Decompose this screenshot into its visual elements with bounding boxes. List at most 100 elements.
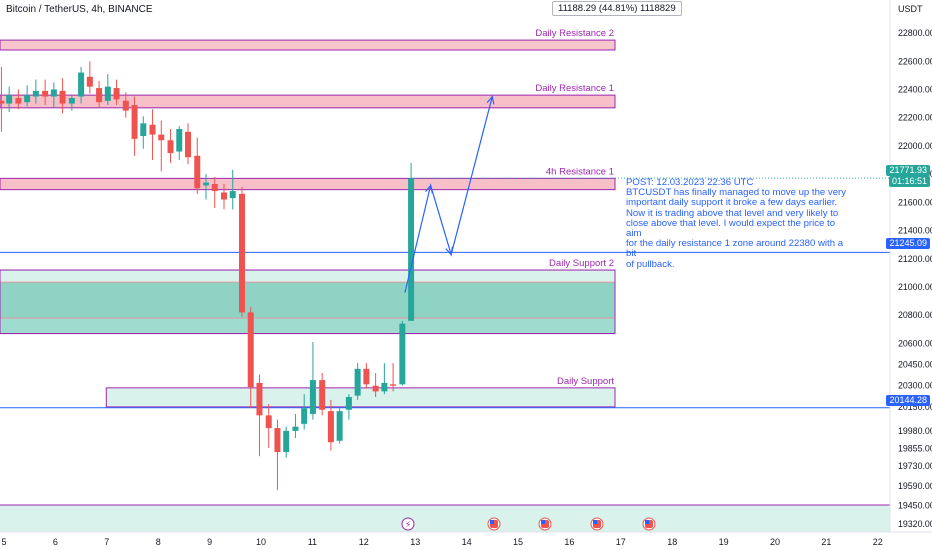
note-line: of pullback. xyxy=(626,258,675,270)
note-line: POST: 12.03.2023 22:36 UTC xyxy=(626,177,754,188)
candle-body xyxy=(50,89,57,97)
candle-body xyxy=(131,105,138,139)
candle-body xyxy=(247,312,254,388)
candle-body xyxy=(309,380,316,414)
x-tick-label: 7 xyxy=(104,537,109,547)
candle-body xyxy=(78,72,85,97)
candle-body xyxy=(274,428,281,453)
y-tick-label: 19590.00 xyxy=(898,481,932,491)
upper-line-price-tag: 21245.09 xyxy=(886,238,930,249)
candle-body xyxy=(140,123,147,137)
current-price-tag: 21771.93 xyxy=(886,165,930,176)
y-tick-label: 19320.00 xyxy=(898,519,932,529)
flag-canton xyxy=(645,520,649,524)
x-tick-label: 8 xyxy=(156,537,161,547)
x-tick-label: 13 xyxy=(410,537,420,547)
x-tick-label: 6 xyxy=(53,537,58,547)
x-tick-label: 11 xyxy=(308,537,317,547)
y-tick-label: 20150.00 xyxy=(898,402,932,412)
candle-body xyxy=(345,397,352,410)
y-tick-label: 22200.00 xyxy=(898,113,932,123)
candle-body xyxy=(203,182,210,186)
zone-label: Daily Resistance 1 xyxy=(535,83,614,94)
candle-body xyxy=(42,90,49,97)
zone-label: Daily Support xyxy=(557,376,614,387)
candle-body xyxy=(265,415,272,429)
measure-readout: 11188.29 (44.81%) 1118829 xyxy=(552,1,682,16)
zone-rect xyxy=(105,387,616,408)
flag-canton xyxy=(593,520,597,524)
candle-body xyxy=(113,88,120,100)
x-tick-label: 20 xyxy=(770,537,780,547)
note-line: Now it is trading above that level and v… xyxy=(626,207,839,219)
candle-body xyxy=(68,97,75,104)
zone-rect-inner xyxy=(0,281,616,319)
candle-body xyxy=(283,430,290,453)
x-tick-label: 22 xyxy=(873,537,883,547)
x-tick-label: 12 xyxy=(359,537,369,547)
candle-body xyxy=(194,155,201,189)
flag-canton xyxy=(541,520,545,524)
candle-body xyxy=(372,385,379,392)
note-line: close above that level. I would expect t… xyxy=(626,217,838,240)
candle-body xyxy=(220,192,227,200)
y-tick-label: 20600.00 xyxy=(898,338,932,348)
candle-body xyxy=(86,76,93,87)
candle-body xyxy=(32,90,39,97)
zone-rect xyxy=(0,94,616,109)
candle-body xyxy=(354,368,361,396)
x-tick-label: 17 xyxy=(616,537,626,547)
y-tick-label: 21400.00 xyxy=(898,226,932,236)
candle-body xyxy=(158,134,165,141)
candle-body xyxy=(24,95,31,103)
y-tick-label: 21000.00 xyxy=(898,282,932,292)
candle-body xyxy=(96,88,103,103)
candle-body xyxy=(399,323,406,385)
x-tick-label: 5 xyxy=(1,537,6,547)
candle-body xyxy=(301,408,308,424)
y-tick-label: 22000.00 xyxy=(898,141,932,151)
zone-rect-outline xyxy=(0,269,616,335)
zone-label: Daily Support 2 xyxy=(549,258,614,269)
y-tick-label: 19730.00 xyxy=(898,461,932,471)
projection-arrowhead xyxy=(425,184,433,194)
candle-body xyxy=(256,382,263,416)
y-tick-label: 19980.00 xyxy=(898,426,932,436)
y-tick-label: 21600.00 xyxy=(898,197,932,207)
candle-body xyxy=(0,100,5,104)
candle-body xyxy=(122,100,129,111)
y-tick-label: 20450.00 xyxy=(898,360,932,370)
candle-body xyxy=(211,184,218,192)
candle-body xyxy=(149,124,156,135)
candle-body xyxy=(390,384,397,386)
y-tick-label: 19855.00 xyxy=(898,444,932,454)
candle-body xyxy=(238,193,245,313)
lower-line-price-tag: 20144.28 xyxy=(886,395,930,406)
bottom-support-band xyxy=(0,504,890,532)
x-tick-label: 21 xyxy=(821,537,831,547)
candle-body xyxy=(408,178,415,321)
candle-body xyxy=(59,90,66,104)
candle-body xyxy=(336,411,343,441)
y-tick-label: 22800.00 xyxy=(898,28,932,38)
y-tick-label: 22400.00 xyxy=(898,84,932,94)
candle-countdown: 01:16:51 xyxy=(888,176,930,187)
candle-body xyxy=(327,411,334,443)
candle-body xyxy=(292,426,299,431)
note-line: BTCUSDT has finally managed to move up t… xyxy=(626,187,847,199)
candle-body xyxy=(363,368,370,385)
candle-body xyxy=(167,140,174,153)
y-tick-label: 22600.00 xyxy=(898,56,932,66)
x-tick-label: 9 xyxy=(207,537,212,547)
x-tick-label: 19 xyxy=(719,537,729,547)
candle-body xyxy=(319,380,326,410)
candle-body xyxy=(229,191,236,199)
zone-rect xyxy=(0,177,616,191)
x-tick-label: 10 xyxy=(256,537,266,547)
event-lightning-icon xyxy=(401,517,415,531)
axis-currency-label: USDT xyxy=(898,4,923,14)
y-tick-label: 21200.00 xyxy=(898,254,932,264)
x-tick-label: 15 xyxy=(513,537,523,547)
